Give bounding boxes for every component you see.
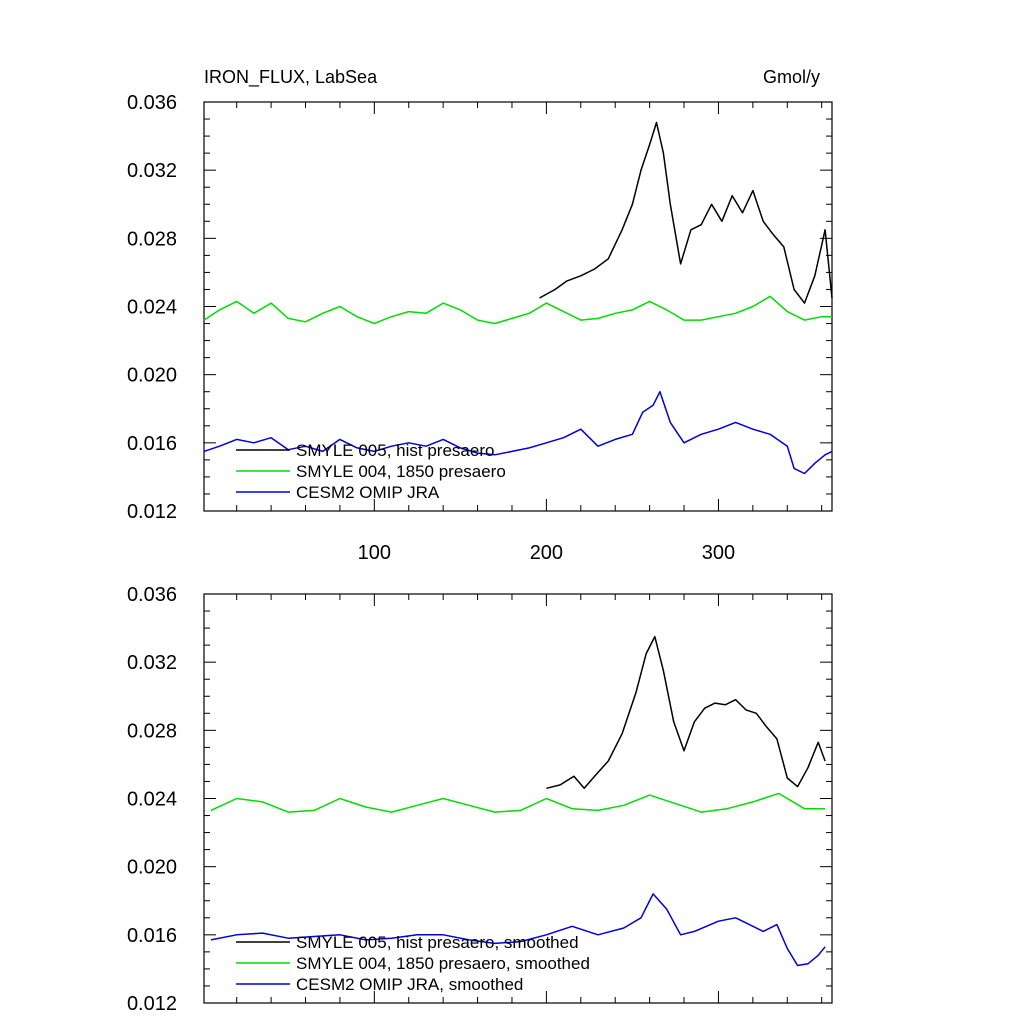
x-tick-label: 100 bbox=[358, 542, 391, 564]
y-tick-label: 0.012 bbox=[127, 993, 177, 1015]
series-line-3 bbox=[210, 893, 826, 967]
x-tick-label: 200 bbox=[530, 542, 563, 564]
y-tick-label: 0.028 bbox=[127, 228, 177, 250]
y-tick-label: 0.020 bbox=[127, 857, 177, 879]
y-tick-label: 0.032 bbox=[127, 652, 177, 674]
panel-1: 0.012 0.016 0.020 0.024 0.028 0.032 0.036 100 20… bbox=[127, 92, 833, 564]
y-tick-label: 0.024 bbox=[127, 789, 177, 811]
series-line-1 bbox=[539, 121, 833, 304]
y-tick-label: 0.028 bbox=[127, 720, 177, 742]
y-tick-label: 0.016 bbox=[127, 925, 177, 947]
y-tick-label: 0.036 bbox=[127, 584, 177, 606]
legend-label: CESM2 OMIP JRA bbox=[296, 483, 440, 502]
chart-units: Gmol/y bbox=[763, 67, 820, 87]
x-tick-label: 300 bbox=[702, 542, 735, 564]
y-tick-label: 0.024 bbox=[127, 297, 177, 319]
y-tick-label: 0.032 bbox=[127, 160, 177, 182]
series-line-2 bbox=[203, 295, 832, 325]
y-tick-label: 0.012 bbox=[127, 501, 177, 523]
series-line-3 bbox=[203, 390, 833, 475]
y-tick-label: 0.036 bbox=[127, 92, 177, 114]
y-tick-label: 0.016 bbox=[127, 433, 177, 455]
series-line-1 bbox=[546, 635, 826, 790]
panel-2: 0.012 0.016 0.020 0.024 0.028 0.032 0.036 SMYLE… bbox=[127, 584, 833, 1015]
y-tick-label: 0.020 bbox=[127, 365, 177, 387]
legend-label: SMYLE 005, hist presaero bbox=[296, 441, 494, 460]
legend-label: CESM2 OMIP JRA, smoothed bbox=[296, 975, 523, 994]
legend-label: SMYLE 004, 1850 presaero bbox=[296, 462, 506, 481]
series-line-2 bbox=[210, 792, 826, 813]
chart-title: IRON_FLUX, LabSea bbox=[204, 67, 378, 88]
legend-label: SMYLE 005, hist presaero, smoothed bbox=[296, 933, 579, 952]
legend-label: SMYLE 004, 1850 presaero, smoothed bbox=[296, 954, 590, 973]
